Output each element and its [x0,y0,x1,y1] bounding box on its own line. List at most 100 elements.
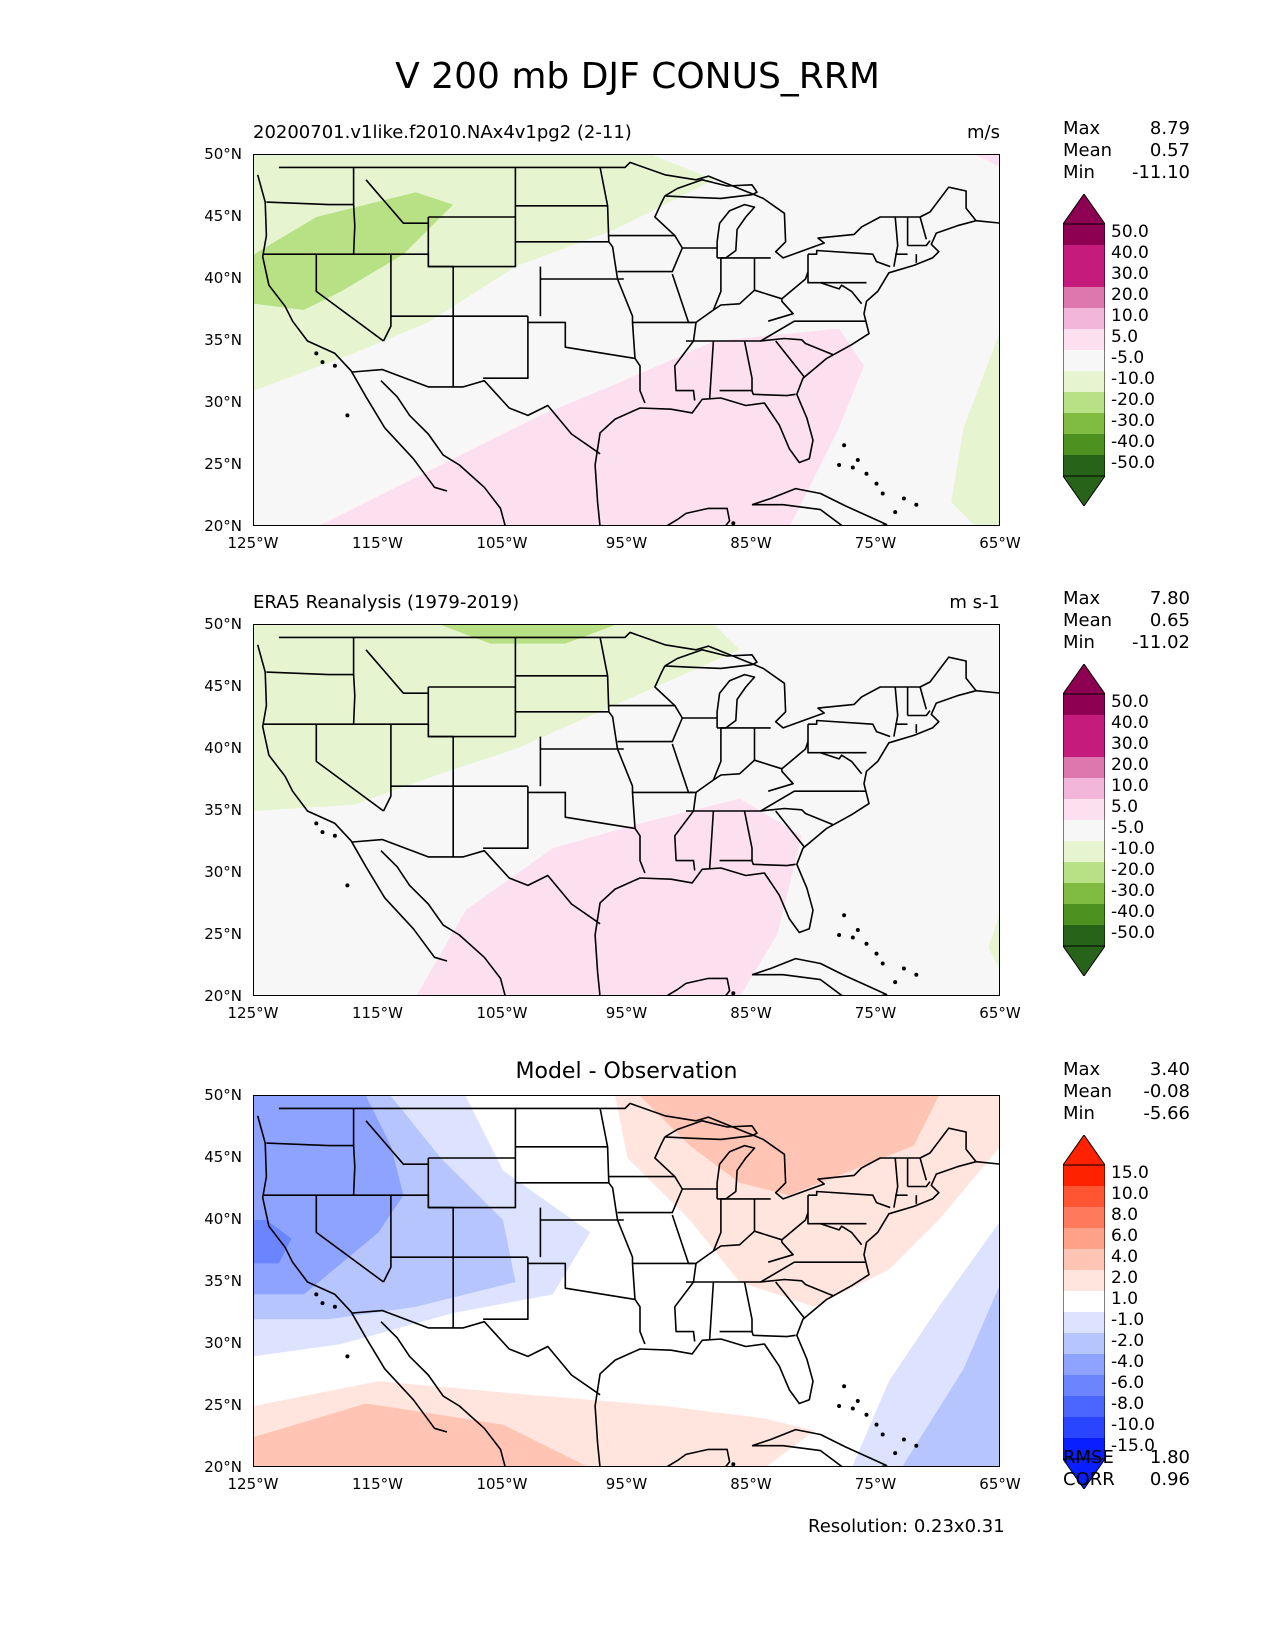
colorbar-label: -1.0 [1111,1310,1145,1330]
island [893,980,898,985]
colorbar-label: -4.0 [1111,1352,1145,1372]
colorbar-max-extend [1063,194,1105,225]
stat-label: Min [1063,1103,1095,1124]
lat-tick-label: 25°N [204,1396,242,1414]
colorbar-swatch [1063,694,1105,715]
colorbar-swatch [1063,434,1105,455]
pacific-coastline [256,174,448,492]
colorbar-max-extend [1063,1135,1105,1166]
colorbar-swatch [1063,224,1105,245]
stat-mean: Mean -0.08 [1063,1081,1190,1102]
island [855,928,860,932]
state-boundary [353,1194,430,1208]
island [864,941,869,946]
colorbar-swatch [1063,287,1105,308]
colorbar-label: 10.0 [1111,306,1149,326]
state-boundary [428,1108,517,1209]
stat-label: Max [1063,588,1101,609]
cuba-coastline [751,487,888,525]
lake-michigan-shore [716,203,756,259]
lat-tick-label: 35°N [204,801,242,819]
colorbar-swatch [1063,1207,1105,1228]
state-boundary [751,390,796,397]
colorbar-label: -2.0 [1111,1331,1145,1351]
state-boundary [919,1157,928,1181]
lon-tick-label: 115°W [352,534,403,552]
colorbar-swatch [1063,1165,1105,1186]
island [320,360,325,365]
state-boundary [695,289,794,324]
island [314,821,319,826]
lat-tick-label: 30°N [204,1334,242,1352]
stat-max: Max 8.79 [1063,118,1190,139]
state-boundary [654,665,676,707]
colorbar-label: -20.0 [1111,390,1155,410]
lake-superior-shore [664,1119,758,1141]
colorbar-label: -5.0 [1111,818,1145,838]
figure-title: V 200 mb DJF CONUS_RRM [395,56,880,97]
state-boundary [820,281,863,305]
colorbar-swatch [1063,1312,1105,1333]
island [874,951,879,956]
state-boundary [428,637,517,738]
island [893,1451,898,1456]
contour-region-0 [254,625,740,811]
state-boundary [483,786,529,849]
panel-2-map [253,624,1000,996]
stat-label: RMSE [1063,1447,1114,1468]
colorbar-label: 20.0 [1111,755,1149,775]
state-boundary [527,791,646,874]
lon-tick-label: 105°W [476,534,528,552]
colorbar-label: 40.0 [1111,243,1149,263]
island [320,830,325,835]
pacific-coastline [256,644,448,962]
colorbar-label: -8.0 [1111,1394,1145,1414]
stat-label: Mean [1063,610,1113,631]
state-boundary [893,216,899,267]
lon-tick-label: 75°W [854,534,897,552]
colorbar-label: -40.0 [1111,432,1155,452]
island [864,1412,869,1417]
panel-1-title: 20200701.v1like.f2010.NAx4v1pg2 (2-11) [253,122,632,143]
colorbar-swatch [1063,1417,1105,1438]
island [345,413,350,418]
lon-tick-label: 105°W [476,1475,528,1493]
colorbar-swatch [1063,1438,1105,1459]
colorbar [1063,194,1105,506]
colorbar-label: 10.0 [1111,776,1149,796]
island [837,1404,842,1408]
lat-tick-label: 45°N [204,677,242,695]
state-boundary [599,637,636,829]
stat-label: Mean [1063,1081,1113,1102]
state-boundary [654,195,676,237]
state-boundary [654,1136,676,1178]
gulf-california-coastline [380,1321,506,1466]
contour-region-4 [951,333,999,525]
lat-tick-label: 45°N [204,207,242,225]
lon-tick-label: 95°W [605,1475,648,1493]
state-boundary [775,340,805,378]
state-boundary [686,1261,866,1283]
yucatan-coastline [666,1448,731,1466]
colorbar-label: 5.0 [1111,327,1139,347]
lon-tick-label: 125°W [227,534,279,552]
contour-region-3 [254,1220,292,1264]
lon-tick-label: 85°W [730,1475,772,1493]
island [837,933,842,937]
colorbar-label: 50.0 [1111,692,1149,712]
stat-value: -5.66 [1143,1103,1190,1124]
contour-region-2 [320,328,864,525]
lat-tick-label: 20°N [204,987,242,1005]
contour-region-2 [416,798,802,995]
stat-max: Max 3.40 [1063,1059,1190,1080]
state-boundary [599,1108,636,1300]
contour-region-5 [254,1403,587,1466]
island [842,913,847,918]
island [332,1304,337,1309]
colorbar-label: 15.0 [1111,1163,1149,1183]
colorbar-swatch [1063,862,1105,883]
us-mexico-border [352,1309,601,1396]
state-boundary [608,1175,684,1214]
stat-max: Max 7.80 [1063,588,1190,609]
state-boundary [599,167,636,359]
